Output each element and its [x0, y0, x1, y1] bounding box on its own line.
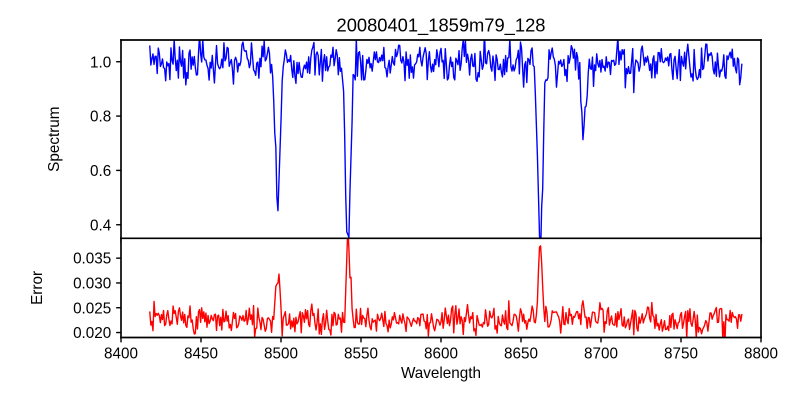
svg-text:0.025: 0.025 [73, 300, 111, 317]
svg-text:0.035: 0.035 [73, 251, 111, 268]
svg-text:0.6: 0.6 [90, 163, 111, 180]
svg-text:8750: 8750 [664, 345, 698, 362]
svg-text:0.020: 0.020 [73, 325, 111, 342]
svg-text:1.0: 1.0 [90, 54, 111, 71]
svg-text:8450: 8450 [184, 345, 218, 362]
svg-text:8600: 8600 [424, 345, 458, 362]
svg-text:20080401_1859m79_128: 20080401_1859m79_128 [337, 15, 546, 37]
svg-text:8800: 8800 [744, 345, 778, 362]
svg-text:Spectrum: Spectrum [46, 107, 63, 172]
svg-text:0.030: 0.030 [73, 275, 111, 292]
svg-text:Wavelength: Wavelength [401, 365, 481, 382]
svg-text:8650: 8650 [504, 345, 538, 362]
svg-text:8550: 8550 [344, 345, 378, 362]
svg-text:0.4: 0.4 [90, 217, 112, 234]
svg-text:8700: 8700 [584, 345, 618, 362]
svg-text:0.8: 0.8 [90, 109, 111, 126]
svg-text:Error: Error [29, 271, 46, 305]
svg-text:8500: 8500 [264, 345, 298, 362]
svg-text:8400: 8400 [104, 345, 138, 362]
